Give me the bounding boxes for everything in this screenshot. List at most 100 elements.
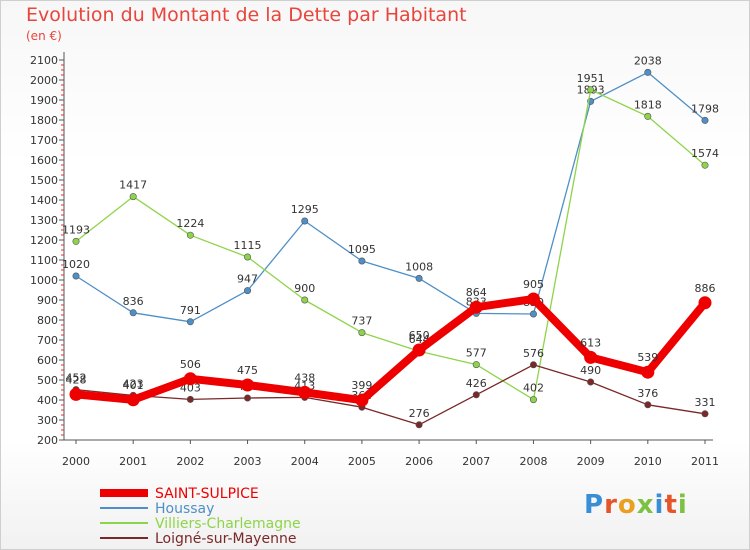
data-label: 905 (523, 278, 544, 291)
y-tick-label: 1600 (30, 154, 58, 167)
data-label: 1193 (62, 223, 90, 236)
data-label: 401 (123, 379, 144, 392)
data-point (129, 309, 137, 317)
data-point (126, 393, 140, 407)
data-label: 452 (66, 372, 87, 385)
data-label: 402 (523, 382, 544, 395)
x-tick-label: 2005 (348, 455, 376, 468)
logo-letter: P (584, 490, 605, 520)
data-point (698, 296, 712, 310)
y-tick-label: 1500 (30, 174, 58, 187)
logo-letter: t (664, 490, 678, 520)
x-tick-label: 2010 (634, 455, 662, 468)
legend-label: Loigné-sur-Mayenne (155, 531, 296, 547)
data-label: 428 (66, 373, 87, 386)
data-point (644, 68, 652, 76)
y-tick-label: 1200 (30, 234, 58, 247)
proxiti-logo: Proxiti (584, 490, 688, 520)
data-label: 399 (351, 379, 372, 392)
legend-label: Houssay (155, 501, 214, 517)
data-label: 737 (351, 315, 372, 328)
data-point (644, 401, 652, 409)
data-label: 864 (466, 286, 487, 299)
logo-letter: i (654, 490, 665, 520)
x-tick-label: 2008 (519, 455, 547, 468)
data-label: 1095 (348, 243, 376, 256)
series-line-0 (72, 295, 709, 405)
logo-letter: i (677, 490, 688, 520)
data-label: 886 (695, 282, 716, 295)
data-label: 475 (237, 364, 258, 377)
data-label: 1224 (176, 217, 204, 230)
data-point (301, 296, 309, 304)
x-tick-label: 2004 (291, 455, 319, 468)
data-point (244, 287, 252, 295)
data-point (472, 361, 480, 369)
x-tick-label: 2007 (462, 455, 490, 468)
data-label: 1115 (234, 239, 262, 252)
data-label: 576 (523, 347, 544, 360)
data-label: 276 (409, 407, 430, 420)
data-point (244, 394, 252, 402)
data-label: 613 (580, 336, 601, 349)
y-tick-label: 2000 (30, 74, 58, 87)
data-label: 490 (580, 364, 601, 377)
y-tick-label: 500 (37, 374, 58, 387)
data-label: 836 (123, 295, 144, 308)
data-label: 2038 (634, 54, 662, 67)
data-point (186, 395, 194, 403)
data-point (587, 86, 595, 94)
chart-title: Evolution du Montant de la Dette par Hab… (26, 4, 467, 26)
data-label: 426 (466, 377, 487, 390)
y-tick-label: 300 (37, 414, 58, 427)
data-label: 1020 (62, 258, 90, 271)
data-label: 1798 (691, 102, 719, 115)
legend-label: SAINT-SULPICE (155, 486, 259, 502)
data-point (72, 272, 80, 280)
data-label: 1951 (577, 72, 605, 85)
data-label: 900 (294, 282, 315, 295)
data-point (355, 393, 369, 407)
data-point (415, 274, 423, 282)
x-tick-label: 2006 (405, 455, 433, 468)
x-tick-label: 2000 (62, 455, 90, 468)
data-label: 331 (695, 396, 716, 409)
y-tick-label: 400 (37, 394, 58, 407)
series-line-1 (75, 71, 706, 323)
y-tick-label: 1800 (30, 114, 58, 127)
data-label: 423 (123, 377, 144, 390)
data-point (587, 378, 595, 386)
data-label: 791 (180, 304, 201, 317)
data-label: 577 (466, 347, 487, 360)
data-point (529, 361, 537, 369)
data-label: 506 (180, 358, 201, 371)
y-tick-label: 2100 (30, 54, 58, 67)
data-label: 1417 (119, 179, 147, 192)
y-tick-label: 200 (37, 434, 58, 447)
y-tick-label: 900 (37, 294, 58, 307)
data-point (244, 253, 252, 261)
data-point (415, 421, 423, 429)
y-tick-label: 800 (37, 314, 58, 327)
data-point (641, 365, 655, 379)
y-tick-label: 1000 (30, 274, 58, 287)
x-tick-label: 2002 (176, 455, 204, 468)
logo-letter: x (636, 490, 655, 520)
x-tick-label: 2011 (691, 455, 719, 468)
y-tick-label: 1700 (30, 134, 58, 147)
logo-letter: o (617, 490, 637, 520)
data-label: 1574 (691, 147, 719, 160)
y-tick-label: 1100 (30, 254, 58, 267)
data-point (526, 292, 540, 306)
data-point (644, 112, 652, 120)
data-point (584, 350, 598, 364)
data-point (701, 116, 709, 124)
x-tick-label: 2009 (577, 455, 605, 468)
data-point (298, 385, 312, 399)
logo-letter: r (604, 490, 618, 520)
data-label: 438 (294, 371, 315, 384)
series-line-3 (75, 364, 706, 426)
data-label: 650 (409, 329, 430, 342)
data-point (183, 372, 197, 386)
